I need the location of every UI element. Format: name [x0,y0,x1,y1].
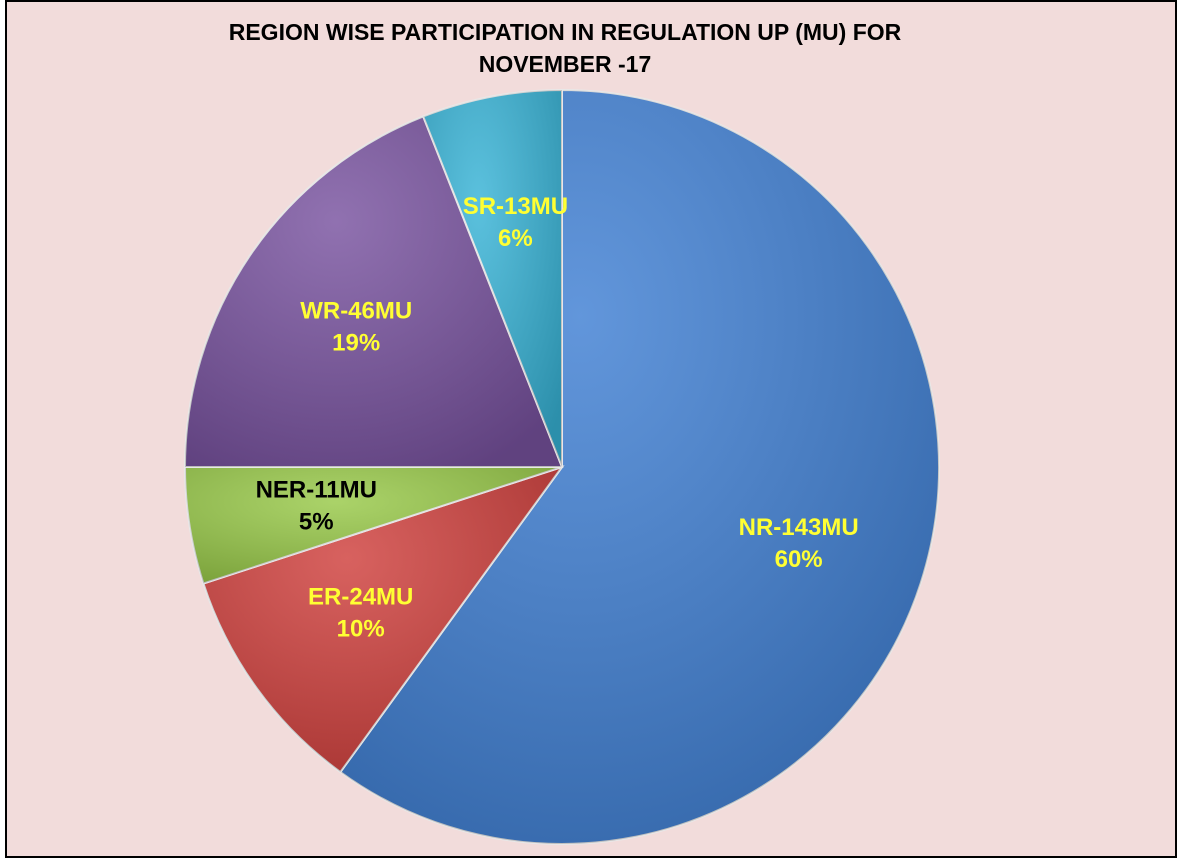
chart-title: NOVEMBER -17 [479,51,652,77]
slice-value-label: 10% [337,616,385,643]
slice-value-label: 19% [332,329,380,356]
slice-value-label: 6% [498,225,533,252]
slice-label: NR-143MU [739,514,859,541]
slice-value-label: 60% [775,546,823,573]
slice-label: WR-46MU [300,297,412,324]
slice-label: SR-13MU [463,193,568,220]
slice-label: ER-24MU [308,584,413,611]
chart-title: REGION WISE PARTICIPATION IN REGULATION … [229,19,902,45]
slice-value-label: 5% [299,508,334,535]
slice-label: NER-11MU [256,476,377,503]
